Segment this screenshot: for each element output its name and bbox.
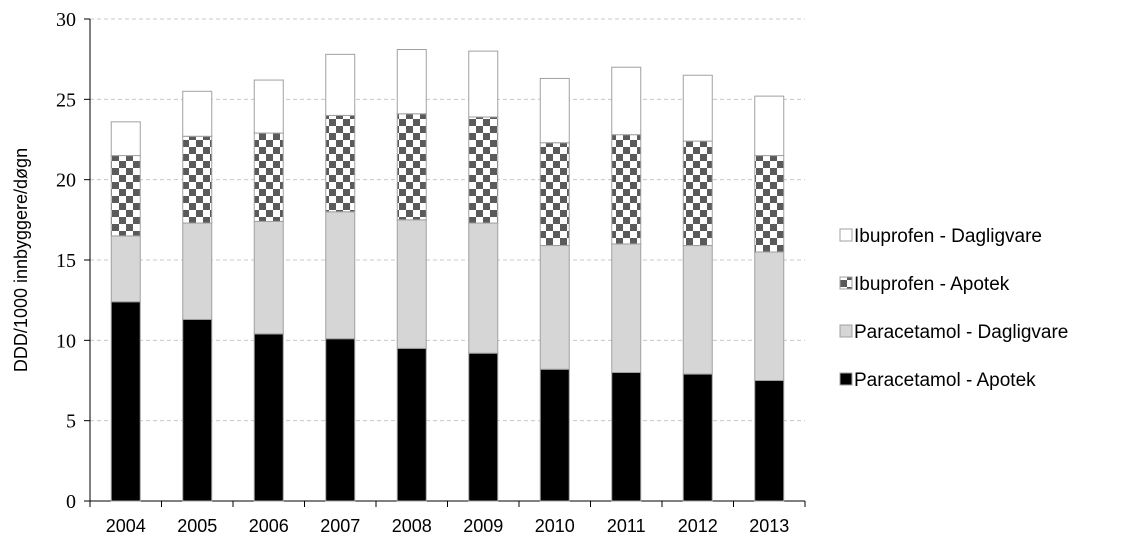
bar-segment (611, 243, 642, 373)
y-tick-label: 15 (56, 250, 76, 272)
x-tick-label: 2007 (320, 516, 360, 536)
x-tick-label: 2013 (749, 516, 789, 536)
bar-segment (110, 301, 141, 502)
legend-swatch (839, 276, 853, 290)
legend-label: Ibuprofen - Apotek (854, 274, 1010, 295)
legend-swatch (839, 228, 853, 242)
bar-segment (682, 245, 713, 375)
bar-segment (539, 77, 570, 144)
legend-label: Paracetamol - Apotek (854, 370, 1036, 391)
bar-segment (682, 373, 713, 502)
bar-segment (611, 371, 642, 502)
bar-segment (682, 140, 713, 247)
bar-segment (539, 142, 570, 247)
x-tick-label: 2011 (607, 516, 646, 536)
bar-segment (182, 222, 213, 320)
bar-segment (468, 222, 499, 354)
bar-segment (754, 155, 785, 253)
legend: Ibuprofen - Dagligvare Ibuprofen - Apotek… (839, 226, 1068, 391)
bar-segment (253, 333, 284, 502)
bar-segment (325, 53, 356, 116)
y-tick-label: 30 (56, 9, 76, 31)
bar-segment (325, 211, 356, 340)
legend-label: Ibuprofen - Dagligvare (854, 226, 1042, 247)
x-tick-label: 2009 (463, 516, 503, 536)
x-tick-labels: 2004 2005 2006 2007 2008 2009 2010 2011 2012 2013 (106, 516, 790, 536)
y-tick-label: 25 (56, 89, 76, 111)
bar-segment (539, 368, 570, 502)
y-tick-label: 10 (56, 330, 76, 352)
bar-segment (754, 251, 785, 381)
bar-segment (539, 245, 570, 370)
x-tick-label: 2012 (678, 516, 718, 536)
bar-segment (253, 79, 284, 134)
x-tick-label: 2004 (106, 516, 146, 536)
bar-segment (682, 74, 713, 142)
bar-segment (182, 318, 213, 502)
bar-segment (754, 380, 785, 502)
bar-segment (396, 219, 427, 349)
bar-segment (611, 66, 642, 136)
bars (110, 49, 785, 502)
bar-segment (468, 116, 499, 224)
x-tick-label: 2005 (177, 516, 217, 536)
bar-segment (182, 135, 213, 224)
legend-label: Paracetamol - Dagligvare (854, 322, 1068, 343)
legend-swatch (839, 324, 853, 338)
bar-segment (325, 114, 356, 213)
bar-segment (611, 134, 642, 245)
x-tick-label: 2010 (535, 516, 575, 536)
bar-segment (110, 155, 141, 237)
bar-segment (182, 90, 213, 137)
bar-segment (468, 352, 499, 502)
y-tick-label: 5 (66, 411, 76, 433)
bar-segment (396, 113, 427, 221)
bar-segment (110, 235, 141, 303)
y-tick-label: 20 (56, 170, 76, 192)
bar-segment (110, 121, 141, 157)
bar-segment (253, 220, 284, 335)
y-axis-label: DDD/1000 innbyggere/døgn (11, 148, 31, 372)
legend-swatch (839, 372, 853, 386)
bar-segment (396, 347, 427, 502)
bar-segment (396, 49, 427, 115)
bar-segment (253, 132, 284, 222)
bar-segment (325, 338, 356, 502)
bar-segment (754, 95, 785, 157)
y-tick-label: 0 (66, 491, 76, 513)
bar-segment (468, 50, 499, 118)
x-tick-label: 2008 (392, 516, 432, 536)
x-tick-label: 2006 (249, 516, 289, 536)
y-tick-labels: 0 5 10 15 20 25 30 (56, 9, 76, 513)
